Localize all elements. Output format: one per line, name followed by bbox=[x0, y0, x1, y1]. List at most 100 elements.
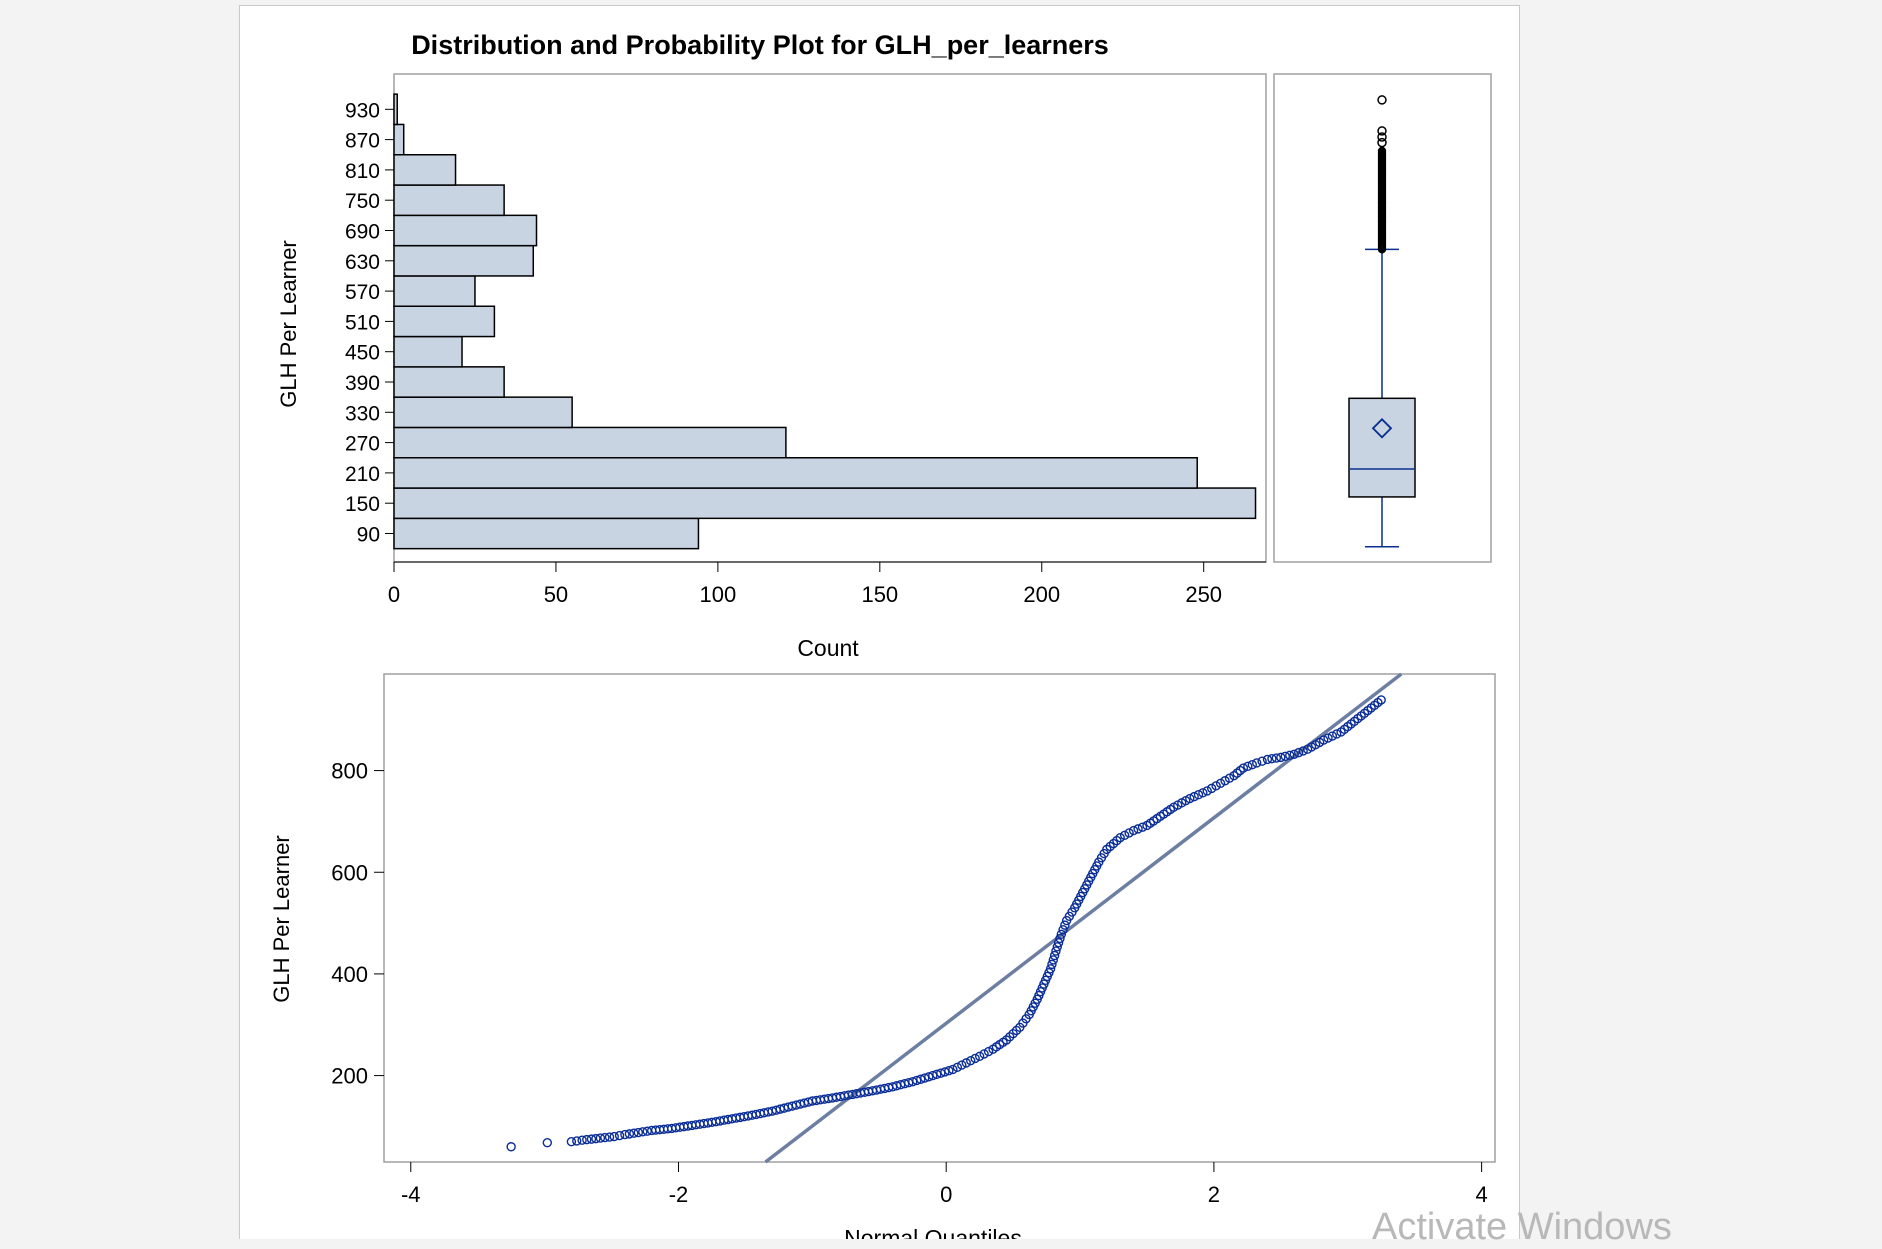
probability-point bbox=[582, 1134, 592, 1145]
probability-point bbox=[966, 1055, 976, 1066]
histogram-y-axis-label: GLH Per Learner bbox=[276, 240, 301, 408]
probability-point bbox=[1124, 828, 1134, 838]
probability-point bbox=[595, 1133, 606, 1143]
chart-canvas: Distribution and Probability Plot for GL… bbox=[269, 30, 1496, 1239]
histogram-y-tick-label: 870 bbox=[345, 130, 380, 153]
probability-point bbox=[609, 1131, 619, 1142]
histogram-x-tick-label: 0 bbox=[388, 582, 400, 607]
probability-point bbox=[506, 1142, 516, 1152]
probability-point bbox=[974, 1051, 985, 1061]
histogram-bar bbox=[393, 184, 505, 217]
probability-point bbox=[1243, 761, 1253, 772]
histogram-y-tick-label: 450 bbox=[345, 342, 380, 365]
probability-point bbox=[1051, 946, 1061, 956]
histogram-bar bbox=[393, 517, 700, 550]
probability-point bbox=[542, 1137, 553, 1148]
probability-point bbox=[1252, 758, 1262, 768]
probability-point bbox=[979, 1049, 989, 1059]
histogram-bar bbox=[393, 214, 538, 247]
probability-point bbox=[1289, 749, 1299, 760]
probability-point bbox=[620, 1129, 630, 1140]
probability-point bbox=[1128, 825, 1139, 836]
probability-point bbox=[1048, 955, 1058, 965]
histogram-x-tick-label: 250 bbox=[1185, 582, 1222, 607]
probability-point bbox=[1298, 746, 1308, 756]
probability-point bbox=[1053, 937, 1064, 948]
boxplot-frame bbox=[1273, 73, 1492, 563]
probability-x-axis-label: Normal Quantiles bbox=[844, 1225, 1022, 1239]
probability-point bbox=[629, 1128, 639, 1138]
histogram-bar bbox=[393, 457, 1198, 489]
histogram-y-tick-label: 750 bbox=[345, 190, 380, 213]
histogram-y-tick-label: 930 bbox=[345, 99, 380, 122]
probability-point bbox=[952, 1062, 963, 1072]
histogram-bar bbox=[393, 487, 1257, 520]
probability-point bbox=[1055, 933, 1065, 944]
probability-point bbox=[932, 1069, 942, 1080]
probability-point bbox=[1247, 759, 1257, 770]
probability-x-tick-label: 2 bbox=[1208, 1182, 1220, 1207]
boxplot-mean-marker bbox=[1371, 418, 1393, 439]
histogram-bar bbox=[393, 396, 573, 429]
histogram-bar bbox=[393, 244, 535, 277]
histogram-y-tick-label: 330 bbox=[345, 402, 380, 425]
histogram-y-tick-label: 690 bbox=[345, 221, 380, 244]
probability-plot-frame bbox=[383, 673, 1496, 1163]
probability-point bbox=[600, 1132, 610, 1143]
histogram-x-tick-label: 150 bbox=[861, 582, 898, 607]
histogram-bar bbox=[393, 93, 398, 126]
probability-point bbox=[912, 1075, 922, 1086]
probability-point bbox=[924, 1072, 934, 1082]
probability-point bbox=[1060, 920, 1070, 930]
boxplot-outlier bbox=[1377, 146, 1387, 156]
probability-point bbox=[1198, 788, 1208, 798]
probability-point bbox=[1185, 793, 1195, 804]
histogram-bar bbox=[393, 123, 405, 156]
probability-point bbox=[591, 1133, 601, 1144]
probability-point bbox=[1193, 790, 1204, 800]
histogram-x-tick-label: 100 bbox=[700, 582, 737, 607]
histogram-y-tick-label: 810 bbox=[345, 160, 380, 183]
probability-point bbox=[940, 1067, 950, 1077]
probability-point bbox=[1045, 964, 1056, 974]
probability-point bbox=[1293, 747, 1304, 758]
boxplot-box bbox=[1348, 397, 1416, 498]
histogram-y-tick-label: 270 bbox=[345, 433, 380, 456]
probability-point bbox=[928, 1070, 938, 1081]
histogram-y-tick-label: 630 bbox=[345, 251, 380, 274]
probability-point bbox=[957, 1060, 967, 1070]
probability-point bbox=[948, 1064, 958, 1075]
probability-point bbox=[1271, 753, 1282, 763]
probability-point bbox=[1047, 959, 1057, 970]
probability-point bbox=[1318, 735, 1329, 745]
chart-panel: Distribution and Probability Plot for GL… bbox=[239, 5, 1520, 1239]
histogram-bar bbox=[393, 426, 787, 459]
probability-x-tick-label: -2 bbox=[669, 1182, 689, 1207]
probability-y-tick-label: 400 bbox=[331, 962, 368, 987]
boxplot-outlier bbox=[1377, 137, 1387, 148]
probability-point bbox=[970, 1053, 980, 1064]
probability-point bbox=[1267, 754, 1277, 764]
probability-point bbox=[908, 1076, 918, 1087]
histogram-x-tick-label: 200 bbox=[1023, 582, 1060, 607]
probability-point bbox=[1137, 822, 1148, 832]
probability-point bbox=[1285, 750, 1295, 761]
probability-point bbox=[566, 1136, 577, 1147]
probability-point bbox=[1052, 942, 1062, 952]
probability-x-tick-label: 0 bbox=[940, 1182, 952, 1207]
boxplot-outlier bbox=[1377, 95, 1387, 105]
boxplot-outlier bbox=[1377, 132, 1387, 142]
probability-point bbox=[936, 1068, 946, 1078]
probability-point bbox=[604, 1132, 615, 1142]
probability-point bbox=[638, 1127, 648, 1137]
histogram-bar bbox=[393, 305, 496, 338]
probability-point bbox=[916, 1074, 926, 1084]
histogram-bar bbox=[393, 275, 476, 308]
probability-point bbox=[1119, 830, 1130, 841]
probability-point bbox=[1323, 733, 1333, 743]
histogram-bar bbox=[393, 154, 457, 186]
histogram-y-tick-label: 390 bbox=[345, 372, 380, 395]
probability-point bbox=[1049, 950, 1060, 961]
histogram-y-tick-label: 510 bbox=[345, 311, 380, 334]
probability-point bbox=[1280, 751, 1290, 762]
